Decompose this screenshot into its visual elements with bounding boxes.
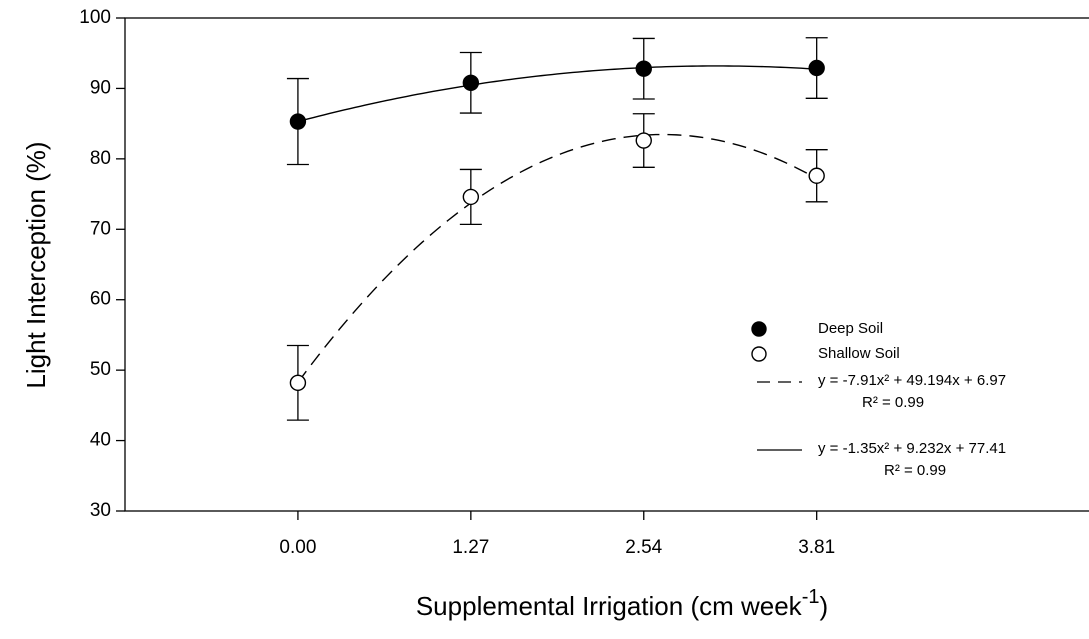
y-tick-label: 40 <box>90 430 111 451</box>
plot-frame <box>124 17 1089 512</box>
y-axis-label: Light Interception (%) <box>21 141 51 388</box>
y-tick-label: 90 <box>90 77 111 98</box>
y-tick-label: 100 <box>79 7 111 28</box>
fit-curve <box>297 65 817 123</box>
y-tick-label: 70 <box>90 218 111 239</box>
legend-r2: R² = 0.99 <box>884 462 946 479</box>
x-axis-label: Supplemental Irrigation (cm week-1) <box>416 586 828 621</box>
y-tick-label: 60 <box>90 289 111 310</box>
x-tick-label: 0.00 <box>279 537 316 558</box>
legend-r2: R² = 0.99 <box>862 394 924 411</box>
x-axis-label-sup: -1 <box>802 586 820 608</box>
point <box>635 132 652 149</box>
fit-curve <box>297 133 818 383</box>
x-axis-label-suffix: ) <box>819 591 828 621</box>
x-axis-label-text: Supplemental Irrigation (cm week <box>416 591 803 621</box>
legend-equation: y = -1.35x² + 9.232x + 77.41 <box>818 440 1006 457</box>
x-tick-label: 3.81 <box>798 537 835 558</box>
y-tick-label: 30 <box>90 500 111 521</box>
point <box>635 60 652 77</box>
point <box>289 113 307 130</box>
point <box>808 167 825 184</box>
legend-label: Deep Soil <box>818 320 883 337</box>
x-tick-label: 2.54 <box>625 537 662 558</box>
legend-marker <box>751 346 767 362</box>
x-tick-label: 1.27 <box>452 537 489 558</box>
point <box>462 74 480 91</box>
point <box>462 188 480 206</box>
y-tick-label: 80 <box>90 148 111 169</box>
y-tick-label: 50 <box>90 359 111 380</box>
legend-equation: y = -7.91x² + 49.194x + 6.97 <box>818 372 1006 389</box>
point <box>808 59 825 77</box>
point <box>289 374 307 392</box>
legend-label: Shallow Soil <box>818 345 900 362</box>
legend-marker <box>751 321 767 337</box>
